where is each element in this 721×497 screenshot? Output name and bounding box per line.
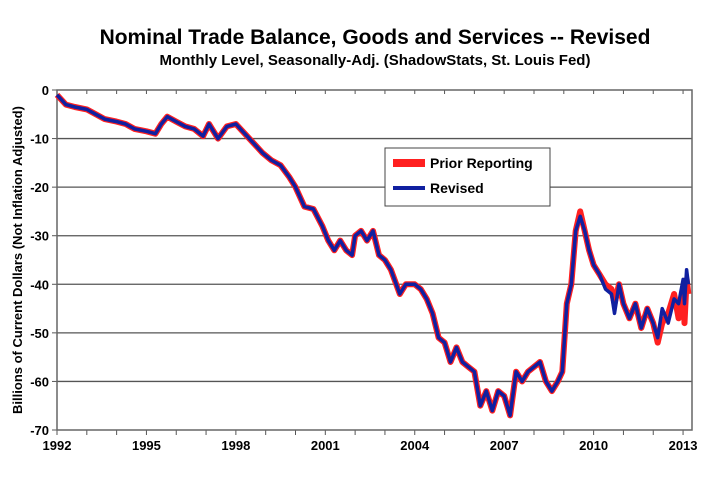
x-tick-label: 2007 [490,438,519,453]
x-tick-label: 2013 [669,438,698,453]
y-tick-label: -10 [30,132,49,147]
series-line-prior-reporting [54,92,692,419]
y-tick-label: -60 [30,374,49,389]
y-tick-label: -40 [30,277,49,292]
x-tick-label: 1992 [43,438,72,453]
plot-border [56,89,693,431]
chart-title: Nominal Trade Balance, Goods and Service… [99,26,651,49]
x-tick-label: 2001 [311,438,340,453]
legend-box [384,147,551,207]
x-tick-label: 1995 [132,438,161,453]
x-tick-label: 2004 [400,438,430,453]
y-tick-label: -50 [30,326,49,341]
series-line-revised [55,93,691,418]
y-tick-label: -30 [30,229,49,244]
y-axis-label: Billions of Current Dollars (Not Inflati… [10,106,25,414]
legend-label: Prior Reporting [430,155,533,171]
legend-label: Revised [430,180,484,196]
x-tick-label: 1998 [221,438,250,453]
y-tick-label: -70 [30,423,49,438]
x-tick-label: 2010 [579,438,608,453]
chart-subtitle: Monthly Level, Seasonally-Adj. (ShadowSt… [159,52,591,69]
y-tick-label: -20 [30,180,49,195]
y-tick-label: 0 [42,83,49,98]
